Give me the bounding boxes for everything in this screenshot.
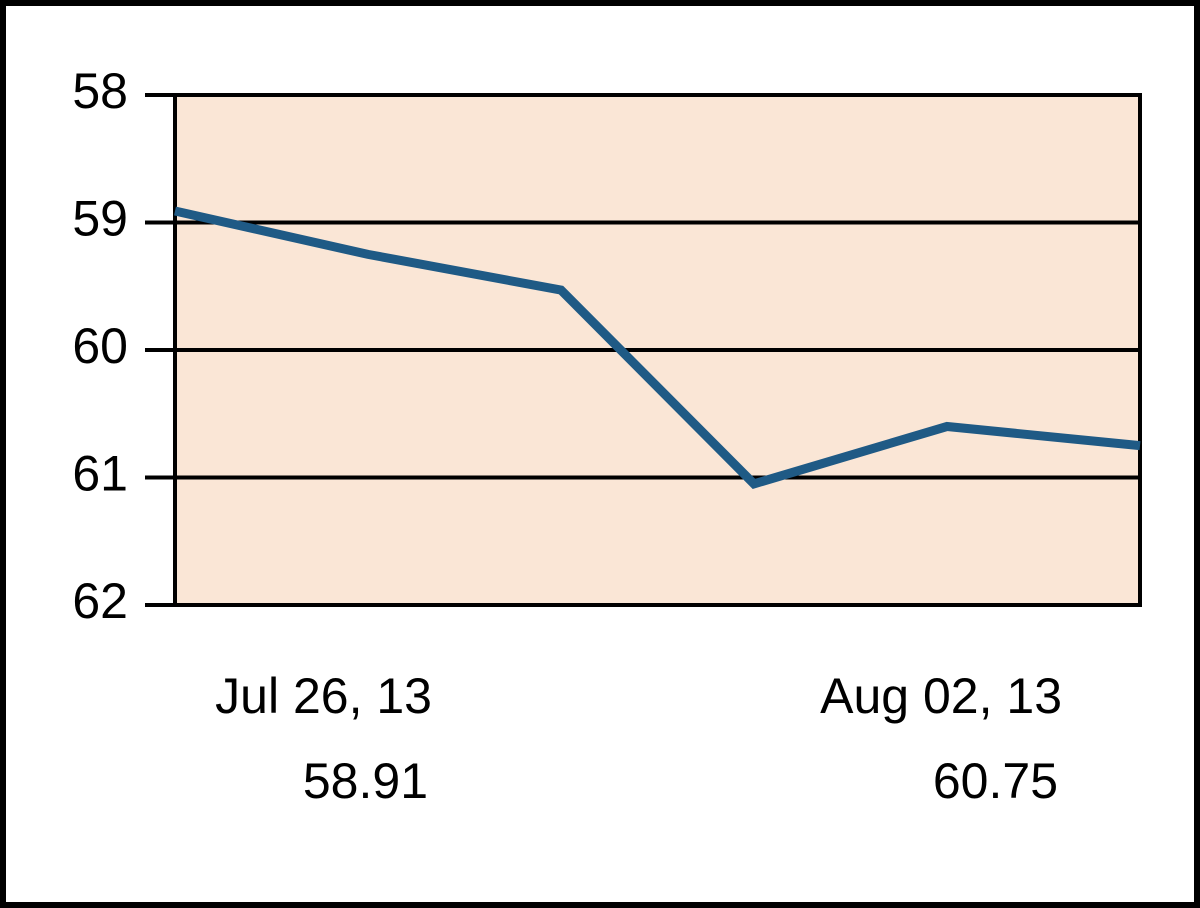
y-tick-label: 62 xyxy=(72,573,128,629)
y-tick-label: 59 xyxy=(72,191,128,247)
y-tick-label: 61 xyxy=(72,446,128,502)
y-tick-label: 60 xyxy=(72,318,128,374)
plot-frame xyxy=(173,93,1142,607)
value-label: 58.91 xyxy=(303,753,428,809)
x-tick-label: Jul 26, 13 xyxy=(215,668,432,724)
y-tick-label: 58 xyxy=(72,63,128,119)
value-label: 60.75 xyxy=(933,753,1058,809)
line xyxy=(174,206,1141,489)
x-tick-label: Aug 02, 13 xyxy=(820,668,1062,724)
